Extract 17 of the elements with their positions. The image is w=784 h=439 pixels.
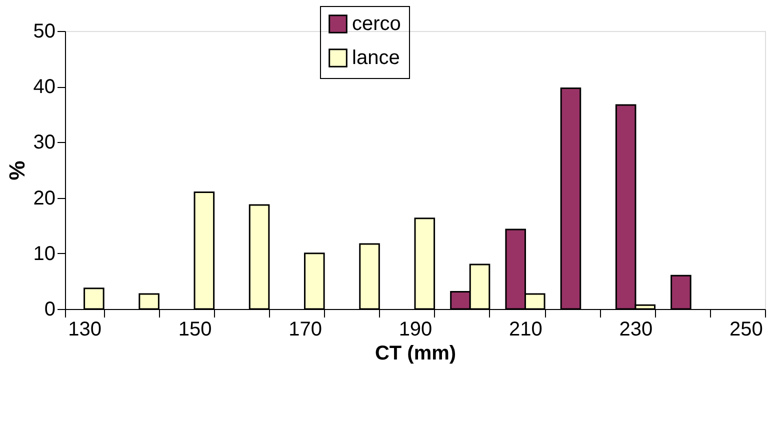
legend-label: lance xyxy=(352,47,400,69)
y-tick-label: 20 xyxy=(33,187,56,210)
x-tick-label: 190 xyxy=(398,318,432,340)
y-axis-title: % xyxy=(4,160,30,180)
y-tick-label: 0 xyxy=(44,298,56,320)
y-tick-label: 30 xyxy=(33,132,56,154)
x-tick-label: 170 xyxy=(288,318,322,340)
y-tick-label: 10 xyxy=(33,242,56,265)
x-tick-label: 130 xyxy=(68,318,102,340)
x-tick-label: 210 xyxy=(509,318,542,340)
x-tick-label: 150 xyxy=(178,318,212,340)
x-tick-label: 250 xyxy=(730,318,763,340)
y-tick-label: 40 xyxy=(33,76,56,98)
y-tick-label: 50 xyxy=(33,20,56,42)
x-axis-title: CT (mm) xyxy=(374,342,456,364)
legend-label: cerco xyxy=(352,13,401,35)
x-tick-label: 230 xyxy=(619,318,653,340)
